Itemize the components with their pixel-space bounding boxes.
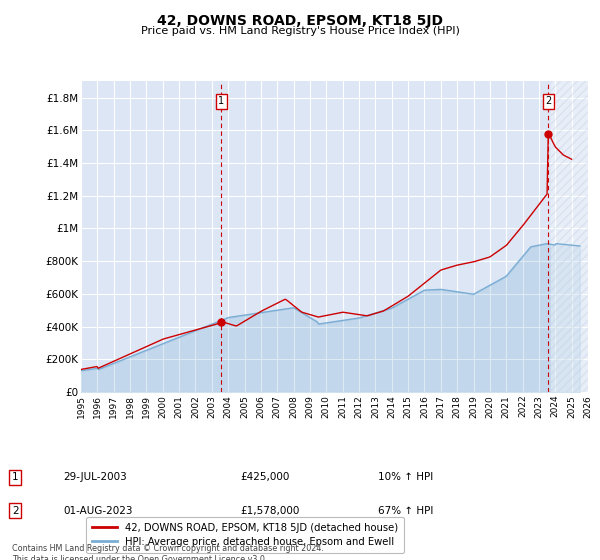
Text: 10% ↑ HPI: 10% ↑ HPI	[378, 472, 433, 482]
Text: 01-AUG-2023: 01-AUG-2023	[63, 506, 133, 516]
Text: 42, DOWNS ROAD, EPSOM, KT18 5JD: 42, DOWNS ROAD, EPSOM, KT18 5JD	[157, 14, 443, 28]
Legend: 42, DOWNS ROAD, EPSOM, KT18 5JD (detached house), HPI: Average price, detached h: 42, DOWNS ROAD, EPSOM, KT18 5JD (detache…	[86, 517, 404, 553]
Text: 1: 1	[218, 96, 224, 106]
Text: Price paid vs. HM Land Registry's House Price Index (HPI): Price paid vs. HM Land Registry's House …	[140, 26, 460, 36]
Text: 2: 2	[12, 506, 19, 516]
Text: 67% ↑ HPI: 67% ↑ HPI	[378, 506, 433, 516]
Text: 1: 1	[12, 472, 19, 482]
Text: 29-JUL-2003: 29-JUL-2003	[63, 472, 127, 482]
Text: Contains HM Land Registry data © Crown copyright and database right 2024.
This d: Contains HM Land Registry data © Crown c…	[12, 544, 324, 560]
Text: £1,578,000: £1,578,000	[240, 506, 299, 516]
Text: £425,000: £425,000	[240, 472, 289, 482]
Text: 2: 2	[545, 96, 551, 106]
